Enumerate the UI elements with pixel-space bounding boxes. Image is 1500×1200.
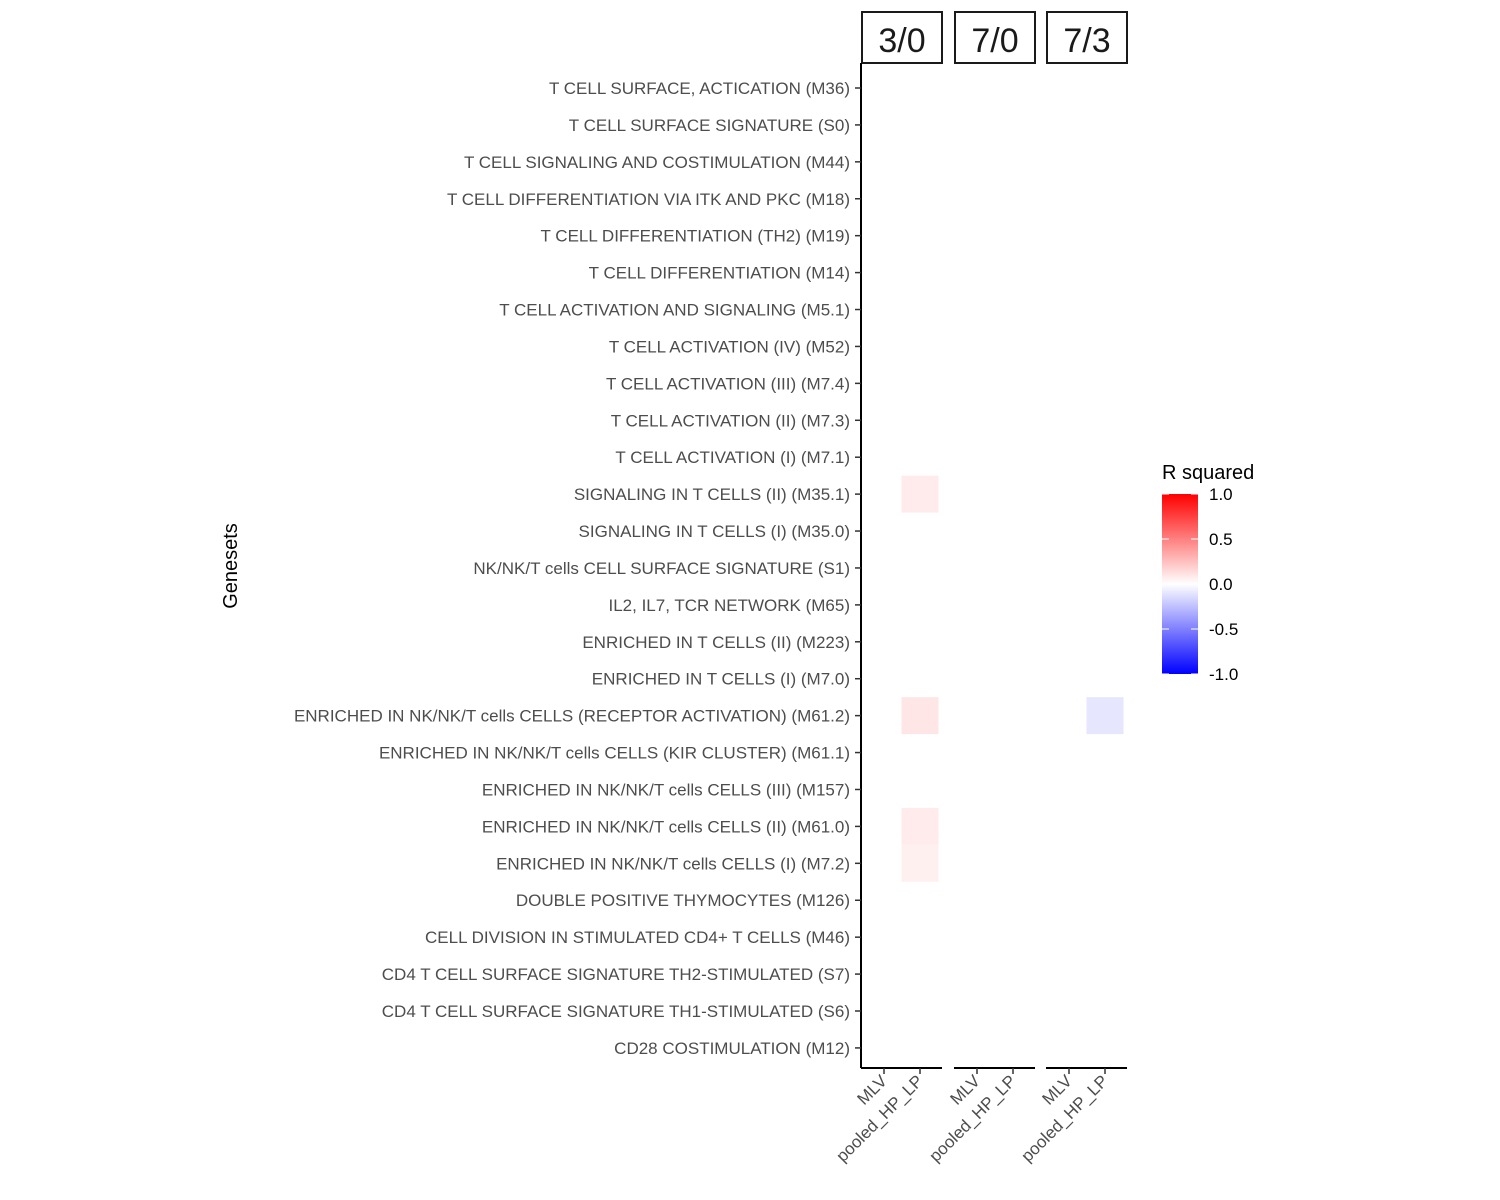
y-tick-label-t-cell-activation-i-m7-1: T CELL ACTIVATION (I) (M7.1) — [615, 448, 850, 467]
facet-strip-3-0 — [861, 11, 943, 64]
y-tick-label-t-cell-activation-iii-m7-4: T CELL ACTIVATION (III) (M7.4) — [606, 374, 850, 393]
facet-strip-label: 7/3 — [1063, 22, 1110, 60]
y-tick-label-t-cell-differentiation-via-itk-and-pkc-m18: T CELL DIFFERENTIATION VIA ITK AND PKC (… — [447, 190, 850, 209]
y-tick-label-t-cell-surface-signature-s0: T CELL SURFACE SIGNATURE (S0) — [569, 116, 850, 135]
y-tick-label-signaling-in-t-cells-ii-m35-1: SIGNALING IN T CELLS (II) (M35.1) — [574, 485, 850, 504]
facet-panels: 3/0MLVpooled_HP_LP7/0MLVpooled_HP_LP7/3M… — [833, 11, 1128, 1166]
y-tick-label-cd4-t-cell-surface-signature-th1-stimulated-s6: CD4 T CELL SURFACE SIGNATURE TH1-STIMULA… — [382, 1002, 850, 1021]
legend-label: 0.5 — [1209, 530, 1233, 549]
y-tick-label-enriched-in-nk-nk-t-cells-cells-ii-m61-0: ENRICHED IN NK/NK/T cells CELLS (II) (M6… — [482, 817, 850, 836]
heatmap-cell-3-0-pooled-hp-lp-enriched-in-nk-nk-t-cells-cells-receptor-activation-m61-2 — [901, 697, 939, 735]
y-tick-label-il2-il7-tcr-network-m65: IL2, IL7, TCR NETWORK (M65) — [608, 596, 850, 615]
y-tick-label-t-cell-signaling-and-costimulation-m44: T CELL SIGNALING AND COSTIMULATION (M44) — [464, 153, 850, 172]
facet-strip-7-3 — [1046, 11, 1128, 64]
legend: R squared 1.0 0.5 0.0 -0.5 -1.0 — [1162, 462, 1254, 684]
heatmap-cell-7-3-pooled-hp-lp-enriched-in-nk-nk-t-cells-cells-receptor-activation-m61-2 — [1086, 697, 1124, 735]
y-tick-label-cell-division-in-stimulated-cd4-t-cells-m46: CELL DIVISION IN STIMULATED CD4+ T CELLS… — [425, 928, 850, 947]
legend-title: R squared — [1162, 462, 1254, 484]
y-tick-label-t-cell-differentiation-th2-m19: T CELL DIFFERENTIATION (TH2) (M19) — [541, 227, 851, 246]
y-tick-label-enriched-in-nk-nk-t-cells-cells-kir-cluster-m61-1: ENRICHED IN NK/NK/T cells CELLS (KIR CLU… — [379, 744, 850, 763]
legend-label: 0.0 — [1209, 575, 1233, 594]
y-tick-label-t-cell-activation-ii-m7-3: T CELL ACTIVATION (II) (M7.3) — [611, 411, 850, 430]
y-tick-label-signaling-in-t-cells-i-m35-0: SIGNALING IN T CELLS (I) (M35.0) — [579, 522, 850, 541]
heatmap-cell-3-0-pooled-hp-lp-signaling-in-t-cells-ii-m35-1 — [901, 475, 939, 513]
y-tick-label-t-cell-activation-and-signaling-m5-1: T CELL ACTIVATION AND SIGNALING (M5.1) — [499, 301, 850, 320]
y-tick-label-cd4-t-cell-surface-signature-th2-stimulated-s7: CD4 T CELL SURFACE SIGNATURE TH2-STIMULA… — [382, 965, 850, 984]
heatmap-cell-3-0-pooled-hp-lp-enriched-in-nk-nk-t-cells-cells-i-m7-2 — [901, 844, 939, 882]
y-tick-label-t-cell-surface-actication-m36: T CELL SURFACE, ACTICATION (M36) — [549, 79, 850, 98]
y-tick-label-enriched-in-nk-nk-t-cells-cells-receptor-activation-m61-2: ENRICHED IN NK/NK/T cells CELLS (RECEPTO… — [294, 707, 850, 726]
y-tick-label-t-cell-differentiation-m14: T CELL DIFFERENTIATION (M14) — [589, 264, 850, 283]
legend-label: -1.0 — [1209, 665, 1238, 684]
y-tick-label-t-cell-activation-iv-m52: T CELL ACTIVATION (IV) (M52) — [609, 337, 850, 356]
legend-label: -0.5 — [1209, 620, 1238, 639]
y-tick-label-nk-nk-t-cells-cell-surface-signature-s1: NK/NK/T cells CELL SURFACE SIGNATURE (S1… — [473, 559, 850, 578]
heatmap-cell-3-0-pooled-hp-lp-enriched-in-nk-nk-t-cells-cells-ii-m61-0 — [901, 807, 939, 845]
facet-strip-label: 3/0 — [878, 22, 925, 60]
y-axis-title: Genesets — [220, 523, 242, 609]
y-axis-labels: T CELL SURFACE, ACTICATION (M36) T CELL S… — [294, 79, 850, 1058]
y-tick-label-enriched-in-t-cells-i-m7-0: ENRICHED IN T CELLS (I) (M7.0) — [592, 670, 850, 689]
facet-strip-label: 7/0 — [971, 22, 1018, 60]
legend-label: 1.0 — [1209, 485, 1233, 504]
y-tick-label-enriched-in-t-cells-ii-m223: ENRICHED IN T CELLS (II) (M223) — [582, 633, 850, 652]
y-tick-label-cd28-costimulation-m12: CD28 COSTIMULATION (M12) — [614, 1039, 850, 1058]
facet-strip-7-0 — [954, 11, 1036, 64]
y-tick-label-double-positive-thymocytes-m126: DOUBLE POSITIVE THYMOCYTES (M126) — [516, 891, 850, 910]
y-tick-label-enriched-in-nk-nk-t-cells-cells-iii-m157: ENRICHED IN NK/NK/T cells CELLS (III) (M… — [482, 780, 850, 799]
y-tick-label-enriched-in-nk-nk-t-cells-cells-i-m7-2: ENRICHED IN NK/NK/T cells CELLS (I) (M7.… — [496, 854, 850, 873]
